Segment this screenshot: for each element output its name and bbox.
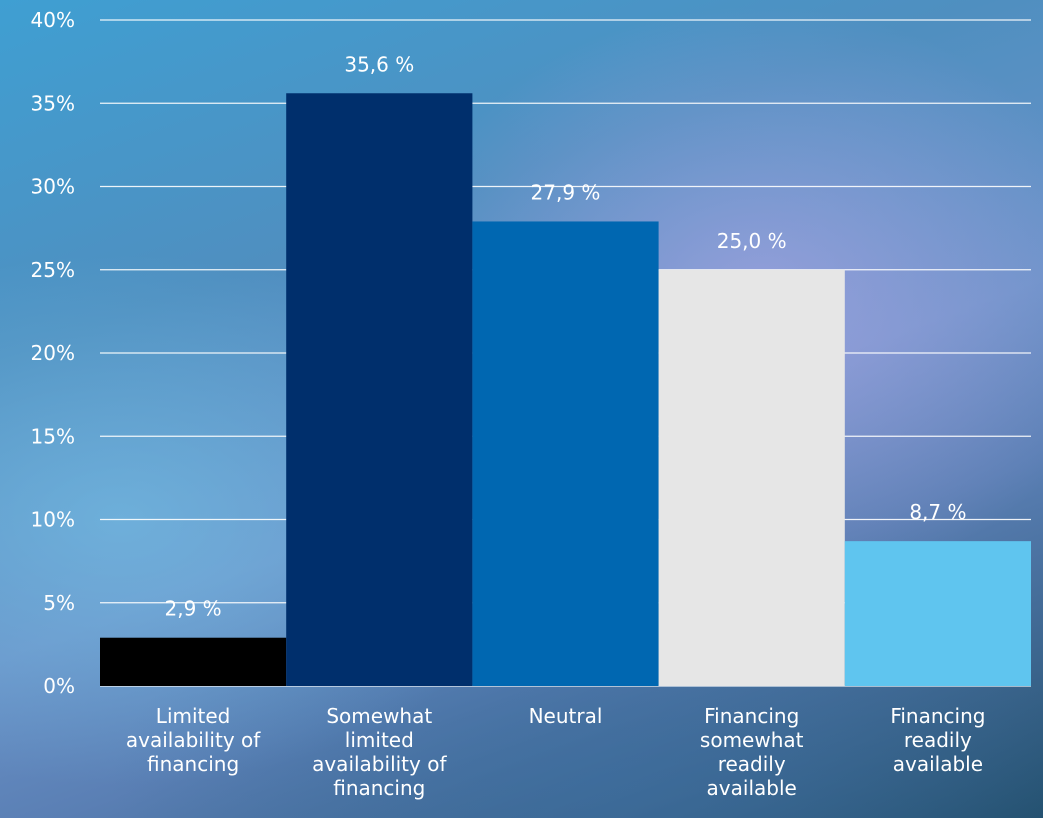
bars <box>100 93 1031 686</box>
category-label-line: readily <box>718 752 786 776</box>
y-tick-label: 10% <box>31 508 75 532</box>
category-label-line: financing <box>147 752 239 776</box>
y-tick-label: 30% <box>31 175 75 199</box>
bar <box>100 637 287 686</box>
data-label: 2,9 % <box>165 597 222 621</box>
y-tick-label: 35% <box>31 91 75 115</box>
category-label-line: Financing <box>890 704 985 728</box>
bar <box>472 221 659 686</box>
category-label-line: readily <box>904 728 972 752</box>
category-label-line: Financing <box>704 704 799 728</box>
category-label-line: availability of <box>126 728 261 752</box>
bar <box>658 269 845 686</box>
data-label: 8,7 % <box>909 500 966 524</box>
category-label: Financing readily available <box>890 704 985 776</box>
category-label: Somewhat limited availability of financing <box>312 704 447 800</box>
y-tick-label: 0% <box>43 674 75 698</box>
y-tick-label: 25% <box>31 258 75 282</box>
category-label-line: availability of <box>312 752 447 776</box>
data-label: 27,9 % <box>531 180 601 204</box>
data-labels: 2,9 % 35,6 % 27,9 % 25,0 % 8,7 % <box>165 52 967 620</box>
y-tick-label: 5% <box>43 591 75 615</box>
category-label-line: available <box>707 776 797 800</box>
y-tick-label: 20% <box>31 341 75 365</box>
category-label-line: somewhat <box>700 728 804 752</box>
category-label-line: available <box>893 752 983 776</box>
category-label-line: financing <box>333 776 425 800</box>
category-label-line: Somewhat <box>326 704 432 728</box>
y-tick-label: 15% <box>31 424 75 448</box>
category-label-line: Limited <box>156 704 231 728</box>
category-label: Financing somewhat readily available <box>700 704 804 800</box>
y-axis-tick-labels: 0% 5% 10% 15% 20% 25% 30% 35% 40% <box>31 8 75 698</box>
category-label-line: Neutral <box>529 704 603 728</box>
bar <box>844 541 1031 686</box>
y-tick-label: 40% <box>31 8 75 32</box>
category-label: Limited availability of financing <box>126 704 261 776</box>
category-label: Neutral <box>529 704 603 728</box>
data-label: 35,6 % <box>344 52 414 76</box>
category-label-line: limited <box>345 728 414 752</box>
bar <box>286 93 473 686</box>
data-label: 25,0 % <box>717 229 787 253</box>
